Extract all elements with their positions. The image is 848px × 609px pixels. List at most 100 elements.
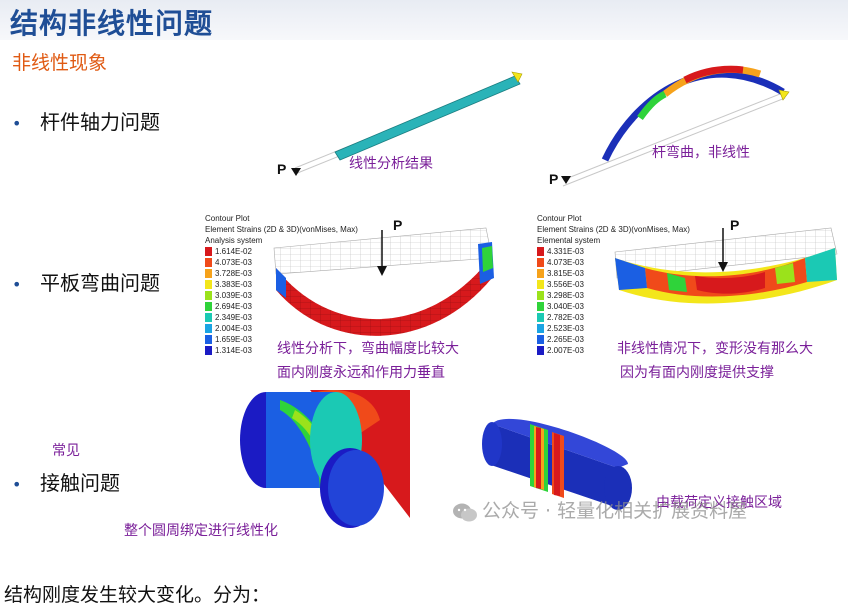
bullet-item-contact: • 接触问题	[12, 467, 120, 496]
force-label-p: P	[549, 171, 558, 187]
legend-row: 3.039E-03	[205, 290, 358, 301]
force-label-p: P	[730, 218, 739, 233]
legend-row: 3.383E-03	[205, 279, 358, 290]
legend-value: 4.331E-03	[547, 247, 584, 256]
legend-value: 1.614E-02	[215, 247, 252, 256]
legend-row: 1.614E-02	[205, 246, 358, 257]
header-band	[0, 0, 848, 40]
legend-swatch	[537, 247, 544, 256]
slide-subtitle: 非线性现象	[12, 52, 108, 74]
bullet-label: 杆件轴力问题	[40, 110, 160, 134]
watermark-text: 公众号 · 轻量化相关扩展资料屋	[482, 500, 748, 522]
legend-swatch	[205, 247, 212, 256]
bullet-dot-icon: •	[12, 114, 22, 133]
legend-swatch	[205, 258, 212, 267]
legend-value: 3.383E-03	[215, 280, 252, 289]
legend-swatch	[537, 302, 544, 311]
legend-left: Contour Plot Element Strains (2D & 3D)(v…	[205, 213, 358, 356]
legend-row: 2.265E-03	[537, 334, 690, 345]
legend-value: 2.004E-03	[215, 324, 252, 333]
linear-plate-figure: P	[273, 218, 494, 336]
legend-value: 1.314E-03	[215, 346, 252, 355]
legend-value: 3.728E-03	[215, 269, 252, 278]
legend-swatch	[537, 291, 544, 300]
bullet-label: 平板弯曲问题	[40, 271, 160, 295]
legend-swatch	[537, 269, 544, 278]
legend-swatch	[205, 291, 212, 300]
legend-value: 3.556E-03	[547, 280, 584, 289]
annotation-nonlinear-plate-2: 因为有面内刚度提供支撑	[620, 365, 774, 381]
legend-value: 2.694E-03	[215, 302, 252, 311]
legend-row: 2.004E-03	[205, 323, 358, 334]
force-arrow-icon	[377, 266, 387, 276]
legend-swatch	[205, 313, 212, 322]
legend-row: 3.298E-03	[537, 290, 690, 301]
legend-value: 2.523E-03	[547, 324, 584, 333]
bullet-item-axial: • 杆件轴力问题	[12, 106, 160, 135]
annotation-linear-result: 线性分析结果	[349, 156, 433, 172]
legend-swatch	[205, 280, 212, 289]
linear-rod-figure: P	[277, 71, 523, 177]
legend-header-line: Elemental system	[537, 236, 601, 245]
legend-swatch	[205, 269, 212, 278]
legend-swatch	[205, 302, 212, 311]
legend-header-line: Element Strains (2D & 3D)(vonMises, Max)	[537, 225, 690, 234]
legend-swatch	[537, 280, 544, 289]
legend-swatch	[205, 335, 212, 344]
bullet-dot-icon: •	[12, 475, 22, 494]
contact-bracket-figure	[240, 390, 410, 528]
legend-value: 1.659E-03	[215, 335, 252, 344]
legend-value: 3.040E-03	[547, 302, 584, 311]
legend-swatch	[537, 346, 544, 355]
wechat-icon	[453, 503, 477, 521]
contact-cylinder-figure	[482, 418, 632, 510]
legend-value: 4.073E-03	[547, 258, 584, 267]
legend-right: Contour Plot Element Strains (2D & 3D)(v…	[537, 213, 690, 356]
legend-swatch	[205, 324, 212, 333]
legend-row: 2.523E-03	[537, 323, 690, 334]
nonlinear-rod-figure: P	[549, 65, 790, 187]
nonlinear-plate-figure: P	[614, 218, 838, 304]
legend-swatch	[537, 335, 544, 344]
legend-row: 3.040E-03	[537, 301, 690, 312]
legend-row: 2.007E-03	[537, 345, 690, 356]
legend-row: 4.331E-03	[537, 246, 690, 257]
legend-swatch	[537, 324, 544, 333]
bullet-item-plate: • 平板弯曲问题	[12, 267, 160, 296]
legend-row: 4.073E-03	[205, 257, 358, 268]
annotation-rod-bending: 杆弯曲，非线性	[652, 145, 750, 161]
annotation-linear-plate-2: 面内刚度永远和作用力垂直	[277, 365, 445, 381]
legend-value: 3.298E-03	[547, 291, 584, 300]
bullet-dot-icon: •	[12, 275, 22, 294]
legend-row: 1.314E-03	[205, 345, 358, 356]
watermark: 公众号 · 轻量化相关扩展资料屋	[452, 496, 747, 523]
legend-header-line: Contour Plot	[537, 214, 582, 223]
legend-header-line: Element Strains (2D & 3D)(vonMises, Max)	[205, 225, 358, 234]
force-label-p: P	[393, 218, 402, 233]
slide-title: 结构非线性问题	[10, 7, 214, 40]
legend-value: 3.815E-03	[547, 269, 584, 278]
force-arrow-icon	[291, 168, 301, 176]
legend-value: 2.782E-03	[547, 313, 584, 322]
annotation-common: 常见	[52, 443, 80, 459]
legend-row: 1.659E-03	[205, 334, 358, 345]
legend-header-line: Analysis system	[205, 236, 263, 245]
legend-swatch	[205, 346, 212, 355]
legend-swatch	[537, 258, 544, 267]
legend-value: 3.039E-03	[215, 291, 252, 300]
annotation-nonlinear-plate-1: 非线性情况下，变形没有那么大	[617, 341, 813, 357]
legend-row: 3.815E-03	[537, 268, 690, 279]
legend-row: 4.073E-03	[537, 257, 690, 268]
legend-row: 3.556E-03	[537, 279, 690, 290]
force-label-p: P	[277, 161, 286, 177]
legend-row: 2.782E-03	[537, 312, 690, 323]
legend-value: 2.007E-03	[547, 346, 584, 355]
caption-text: 结构刚度发生较大变化。分为：	[4, 584, 271, 606]
annotation-linear-plate-1: 线性分析下，弯曲幅度比较大	[277, 341, 459, 357]
legend-value: 2.349E-03	[215, 313, 252, 322]
legend-header-line: Contour Plot	[205, 214, 250, 223]
annotation-circle-bind: 整个圆周绑定进行线性化	[124, 523, 278, 539]
legend-row: 3.728E-03	[205, 268, 358, 279]
bullet-label: 接触问题	[40, 471, 120, 495]
legend-value: 4.073E-03	[215, 258, 252, 267]
